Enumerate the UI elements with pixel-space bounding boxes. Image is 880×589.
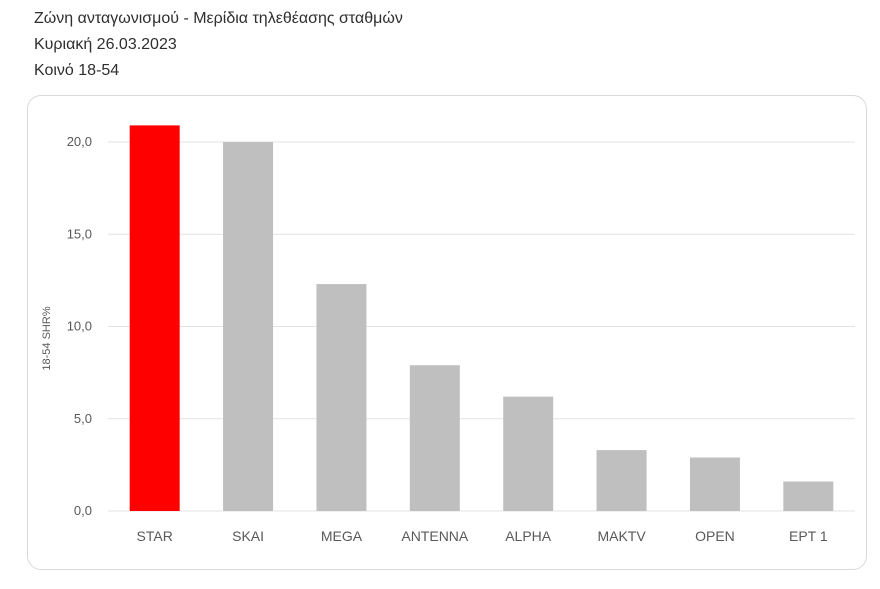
bar-antenna	[409, 365, 460, 511]
bar-star	[129, 125, 180, 511]
x-tick-label: STAR	[137, 528, 173, 544]
y-tick-label: 15,0	[67, 226, 92, 241]
y-axis-label: 18-54 SHR%	[41, 306, 53, 370]
chart-header: Ζώνη ανταγωνισμού - Μερίδια τηλεθέασης σ…	[34, 6, 854, 84]
y-tick-label: 5,0	[74, 411, 92, 426]
y-tick-label: 10,0	[67, 319, 92, 334]
chart-audience: Κοινό 18-54	[34, 62, 120, 79]
x-tick-label: SKAI	[232, 528, 264, 544]
y-tick-label: 20,0	[67, 134, 92, 149]
bar-alpha	[503, 396, 554, 511]
bar-maktv	[596, 450, 647, 511]
bar-open	[689, 457, 740, 511]
x-tick-label: OPEN	[695, 528, 735, 544]
x-tick-label: MAKTV	[597, 528, 646, 544]
x-tick-label: EPT 1	[789, 528, 828, 544]
chart-title: Ζώνη ανταγωνισμού - Μερίδια τηλεθέασης σ…	[34, 10, 403, 27]
y-tick-label: 0,0	[74, 503, 92, 518]
bar-mega	[316, 284, 367, 511]
bar-ept-1	[783, 481, 834, 511]
bar-skai	[223, 142, 274, 511]
x-tick-label: MEGA	[321, 528, 363, 544]
bar-chart: 0,0 5,0 10,0 15,0 20,0 18-54 SHR% STAR SKAI MEGA…	[41, 125, 855, 544]
x-tick-label: ALPHA	[505, 528, 552, 544]
chart-card: 0,0 5,0 10,0 15,0 20,0 18-54 SHR% STAR SKAI MEGA…	[27, 95, 867, 570]
chart-date: Κυριακή 26.03.2023	[34, 36, 177, 53]
x-tick-label: ANTENNA	[401, 528, 469, 544]
